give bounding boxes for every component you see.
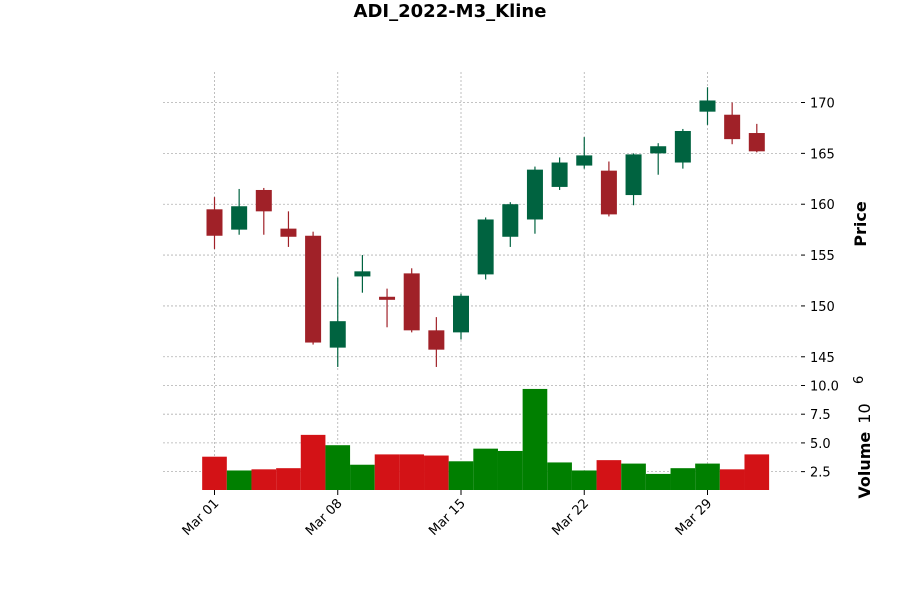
- volume-tick-label: 2.5: [810, 466, 831, 481]
- volume-bar: [424, 455, 449, 490]
- candle-body: [674, 130, 691, 163]
- volume-multiplier-exponent: 6: [852, 376, 867, 384]
- volume-bar: [473, 448, 498, 490]
- price-axis: 145 150 155 160 165 170: [801, 97, 835, 366]
- volume-bar: [719, 469, 745, 490]
- volume-bar: [547, 462, 572, 490]
- chart-title: ADI_2022-M3_Kline: [354, 1, 547, 22]
- volume-multiplier-base: 10: [855, 403, 874, 423]
- candle-body: [280, 228, 297, 237]
- candle-body: [699, 100, 716, 112]
- volume-label-text: Volume: [855, 432, 874, 499]
- candle-body: [625, 154, 642, 196]
- date-axis: Mar 01 Mar 08 Mar 15 Mar 22 Mar 29: [180, 490, 716, 539]
- candle-body: [305, 235, 322, 343]
- volume-tick-label: 7.5: [810, 408, 831, 423]
- candle-body: [600, 170, 617, 215]
- candle-body: [329, 321, 346, 348]
- candle-body: [453, 295, 469, 333]
- volume-bar: [621, 463, 646, 490]
- candlestick-series: [206, 87, 765, 367]
- candle-body: [576, 155, 593, 166]
- volume-axis: 2.5 5.0 7.5 10.0: [801, 379, 839, 481]
- volume-bar: [325, 445, 351, 490]
- price-tick-label: 155: [810, 249, 835, 264]
- candle-body: [379, 296, 396, 300]
- candle-body: [403, 273, 420, 331]
- volume-bar: [300, 434, 326, 490]
- date-tick-label: Mar 22: [550, 496, 593, 539]
- volume-bar: [202, 456, 227, 490]
- volume-bar: [350, 464, 375, 490]
- volume-bar: [744, 454, 770, 490]
- price-tick-label: 160: [810, 198, 835, 213]
- candle-body: [255, 189, 272, 212]
- volume-bar: [374, 454, 400, 490]
- volume-bar: [399, 454, 425, 490]
- volume-bar: [670, 468, 696, 490]
- volume-bar: [251, 469, 277, 490]
- volume-bar: [226, 470, 252, 490]
- price-axis-label: Price: [851, 201, 870, 247]
- volume-bar: [695, 463, 720, 490]
- candle-body: [231, 206, 248, 230]
- date-tick-label: Mar 15: [426, 496, 469, 539]
- date-tick-label: Mar 08: [303, 496, 346, 539]
- price-tick-label: 150: [810, 300, 835, 315]
- candle-body: [551, 162, 568, 187]
- candle-body: [650, 146, 667, 154]
- date-tick-label: Mar 29: [673, 496, 716, 539]
- candle-body: [206, 209, 223, 236]
- candle-body: [477, 219, 494, 275]
- volume-bar: [596, 460, 622, 490]
- volume-tick-label: 5.0: [810, 437, 831, 452]
- volume-tick-label: 10.0: [810, 379, 839, 394]
- volume-bar: [497, 450, 523, 490]
- volume-bar: [448, 461, 474, 490]
- candle-body: [502, 204, 519, 237]
- date-tick-label: Mar 01: [180, 496, 223, 539]
- candle-body: [748, 133, 765, 152]
- candle-body: [724, 114, 741, 140]
- volume-axis-label: Volume 10: [855, 403, 874, 498]
- candle-body: [354, 271, 371, 277]
- volume-bar: [522, 388, 548, 490]
- candle-body: [428, 330, 445, 350]
- price-tick-label: 145: [810, 351, 835, 366]
- candle-body: [526, 169, 543, 220]
- price-tick-label: 165: [810, 147, 835, 162]
- volume-bar-series: [202, 388, 770, 490]
- volume-bar: [571, 470, 597, 490]
- volume-bar: [276, 468, 301, 490]
- volume-bar: [645, 473, 671, 490]
- price-tick-label: 170: [810, 97, 835, 112]
